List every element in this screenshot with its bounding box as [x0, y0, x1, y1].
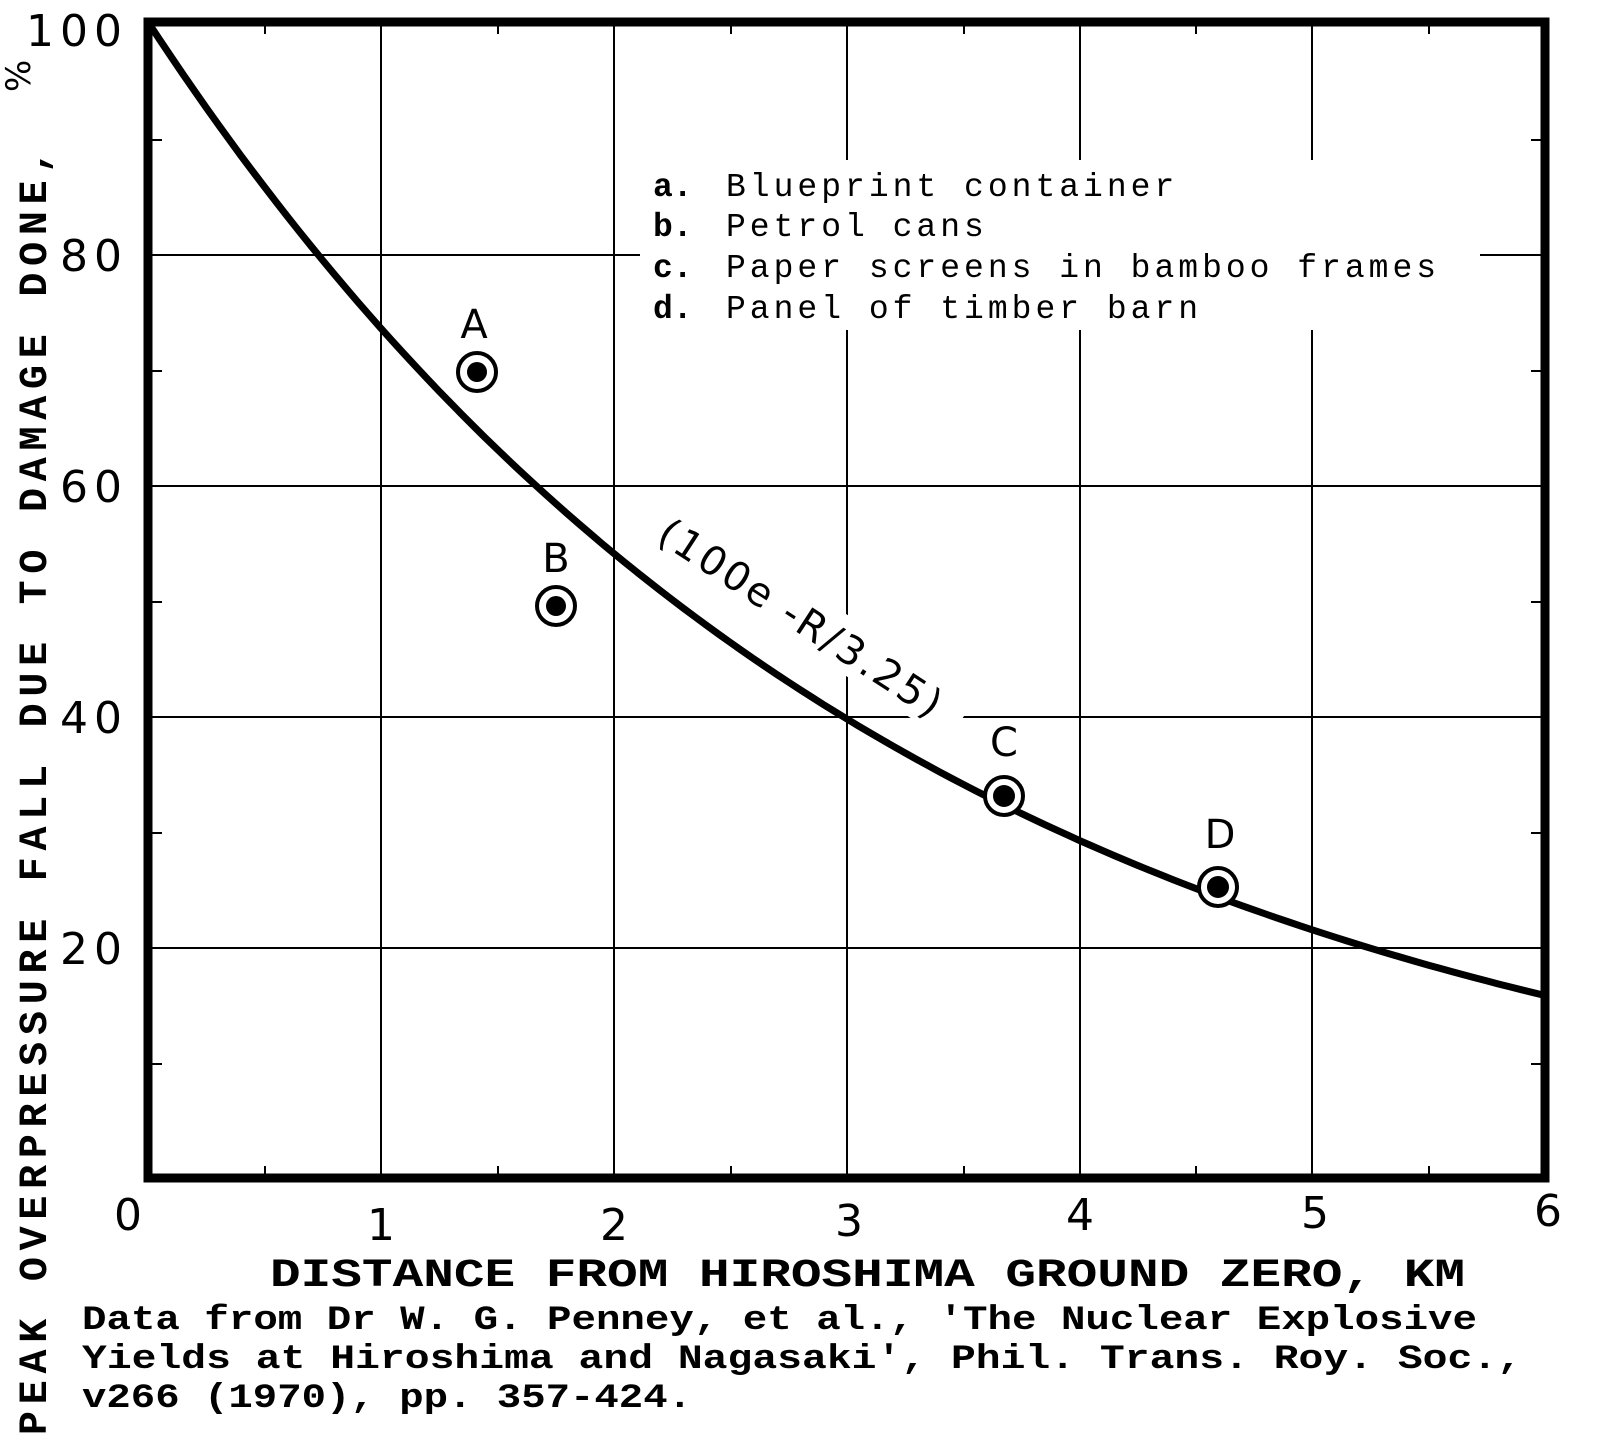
x-tick-5: 5: [1301, 1188, 1329, 1239]
data-point-a: A: [456, 302, 498, 393]
svg-text:c.: c.: [653, 250, 693, 287]
source-citation: Data from Dr W. G. Penney, et al., 'The …: [82, 1302, 1522, 1418]
x-tick-3: 3: [835, 1196, 863, 1247]
source-line-1: Data from Dr W. G. Penney, et al., 'The …: [82, 1302, 1477, 1340]
point-label-d: D: [1205, 812, 1236, 858]
x-tick-0: 0: [114, 1190, 142, 1241]
legend-item-a: a. Blueprint container: [653, 169, 1178, 206]
point-label-b: B: [542, 536, 569, 582]
data-point-c: C: [983, 720, 1025, 817]
x-tick-6: 6: [1534, 1186, 1562, 1237]
y-tick-100: 100: [26, 6, 128, 57]
legend-item-b: b. Petrol cans: [653, 209, 988, 246]
legend-item-d: d. Panel of timber barn: [653, 291, 1202, 328]
svg-text:d.: d.: [653, 291, 693, 328]
y-tick-labels: 100 80 60 40 20: [26, 6, 128, 975]
x-tick-1: 1: [367, 1200, 395, 1251]
legend: a. Blueprint container b. Petrol cans c.…: [653, 169, 1440, 328]
y-axis-label: PEAK OVERPRESSURE FALL DUE TO DAMAGE DON…: [14, 145, 59, 1435]
plot-frame: [143, 17, 1550, 1183]
y-tick-60: 60: [60, 462, 128, 513]
legend-background: [640, 160, 1480, 330]
svg-text:a.: a.: [653, 169, 693, 206]
data-points: A B C D: [456, 302, 1239, 908]
svg-text:Petrol cans: Petrol cans: [726, 209, 988, 246]
source-line-3: v266 (1970), pp. 357-424.: [82, 1380, 692, 1418]
svg-text:Panel of timber barn: Panel of timber barn: [726, 291, 1202, 328]
x-tick-labels: 0 1 2 3 4 5 6: [114, 1186, 1562, 1251]
x-tick-2: 2: [600, 1200, 628, 1251]
x-axis-label: DISTANCE FROM HIROSHIMA GROUND ZERO, KM: [270, 1254, 1465, 1299]
y-axis-unit: %: [0, 60, 39, 92]
point-label-a: A: [460, 302, 488, 348]
x-tick-4: 4: [1066, 1190, 1094, 1241]
legend-item-c: c. Paper screens in bamboo frames: [653, 250, 1440, 287]
data-point-d: D: [1197, 812, 1239, 908]
svg-text:b.: b.: [653, 209, 693, 246]
source-line-2: Yields at Hiroshima and Nagasaki', Phil.…: [82, 1341, 1522, 1379]
svg-text:Paper screens in bamboo frames: Paper screens in bamboo frames: [726, 250, 1440, 287]
y-tick-40: 40: [60, 693, 128, 744]
point-label-c: C: [990, 720, 1018, 766]
data-point-b: B: [535, 536, 577, 627]
y-tick-20: 20: [60, 924, 128, 975]
curve-annotation-mask: [645, 502, 976, 742]
fit-curve: [144, 18, 1549, 999]
svg-text:Blueprint container: Blueprint container: [726, 169, 1178, 206]
y-tick-80: 80: [60, 231, 128, 282]
